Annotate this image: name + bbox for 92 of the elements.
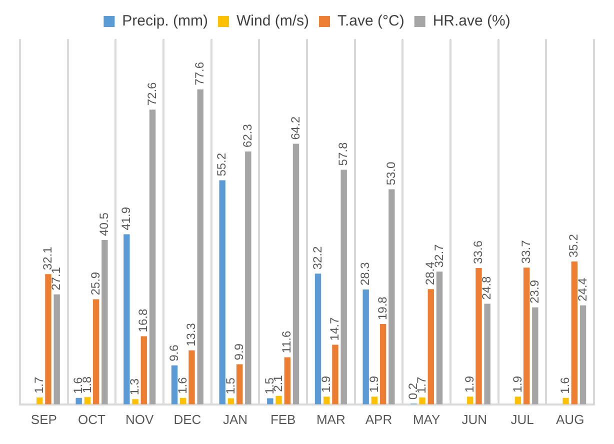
legend-label: HR.ave (%) xyxy=(432,12,510,30)
x-tick-label: NOV xyxy=(125,412,154,427)
bar xyxy=(292,144,300,404)
data-label: 25.9 xyxy=(88,272,102,296)
data-label: 1.9 xyxy=(510,376,524,393)
bar xyxy=(436,272,443,404)
x-tick-label: FEB xyxy=(270,412,296,427)
x-tick-label: MAY xyxy=(412,412,441,427)
x-tick-label: JUN xyxy=(462,412,488,427)
data-label: 1.6 xyxy=(175,376,190,394)
bar xyxy=(45,274,52,404)
bar xyxy=(332,344,338,404)
x-tick-label: JAN xyxy=(222,412,248,427)
data-label: 57.8 xyxy=(336,142,350,166)
x-tick-label: SEP xyxy=(30,412,57,427)
bar xyxy=(102,240,108,404)
data-label: 1.9 xyxy=(366,376,381,393)
data-label: 55.2 xyxy=(214,152,229,176)
data-label: 72.6 xyxy=(144,82,159,106)
data-label: 77.6 xyxy=(192,62,207,86)
bar xyxy=(523,268,530,404)
bar xyxy=(219,180,226,404)
bar xyxy=(276,396,282,404)
bar xyxy=(380,324,386,404)
x-tick-label: APR xyxy=(365,412,392,427)
data-label: 1.5 xyxy=(223,377,238,394)
data-label: 28.3 xyxy=(358,262,372,286)
data-label: 35.2 xyxy=(566,234,581,258)
data-label: 11.6 xyxy=(280,330,294,354)
bar xyxy=(54,294,60,404)
bar xyxy=(124,234,130,404)
bar xyxy=(362,290,369,404)
data-label: 1.3 xyxy=(128,378,142,396)
bar xyxy=(340,170,347,404)
data-label: 1.6 xyxy=(558,376,572,394)
bar xyxy=(467,396,474,404)
bar xyxy=(171,365,178,404)
x-tick-label: MAR xyxy=(316,412,346,427)
bar xyxy=(197,89,204,404)
x-tick-label: AUG xyxy=(556,412,584,427)
bar xyxy=(76,398,82,404)
data-label: 41.9 xyxy=(118,206,133,230)
bar xyxy=(84,397,91,404)
bar xyxy=(314,274,322,404)
bar xyxy=(484,304,490,404)
legend-label: Wind (m/s) xyxy=(236,12,309,30)
data-label: 53.0 xyxy=(384,162,398,186)
data-label: 32.1 xyxy=(40,246,55,270)
x-tick-label: DEC xyxy=(174,412,202,427)
data-label: 16.8 xyxy=(136,308,150,332)
data-label: 40.5 xyxy=(96,212,111,236)
bar xyxy=(36,398,43,404)
bar xyxy=(236,364,243,404)
data-label: 64.2 xyxy=(288,116,302,140)
data-label: 33.6 xyxy=(471,240,486,264)
data-label: 23.9 xyxy=(527,280,542,304)
data-label: 62.3 xyxy=(240,124,254,148)
data-label: 24.4 xyxy=(575,278,590,302)
bar xyxy=(428,289,434,404)
data-label: 19.8 xyxy=(375,296,390,320)
data-label: 1.9 xyxy=(318,376,333,393)
bar xyxy=(132,399,138,404)
bar xyxy=(571,261,578,404)
bar xyxy=(149,110,156,404)
bar xyxy=(324,396,330,404)
data-label: 9.9 xyxy=(232,343,246,360)
data-label: 1.7 xyxy=(32,376,46,394)
legend-label: Precip. (mm) xyxy=(122,12,208,30)
legend-label: T.ave (°C) xyxy=(337,12,404,30)
bar xyxy=(514,396,522,404)
data-label: 9.6 xyxy=(166,344,181,362)
bar xyxy=(140,336,147,404)
bar xyxy=(92,299,100,404)
bar xyxy=(388,189,395,404)
bar xyxy=(532,307,538,404)
bar xyxy=(284,357,290,404)
data-label: 33.7 xyxy=(518,240,533,264)
x-tick-label: JUL xyxy=(510,412,534,427)
data-label: 24.8 xyxy=(480,276,494,300)
bar xyxy=(476,268,482,404)
bar xyxy=(419,398,426,404)
bar xyxy=(245,151,252,404)
x-tick-label: OCT xyxy=(78,412,106,427)
bar xyxy=(562,398,569,404)
bar xyxy=(267,398,274,404)
data-label: 32.2 xyxy=(310,246,324,270)
bar xyxy=(580,305,586,404)
data-label: 14.7 xyxy=(328,317,342,341)
data-label: 13.3 xyxy=(184,322,198,346)
bar xyxy=(371,396,378,404)
bar xyxy=(188,350,195,404)
data-label: 1.9 xyxy=(462,376,476,393)
